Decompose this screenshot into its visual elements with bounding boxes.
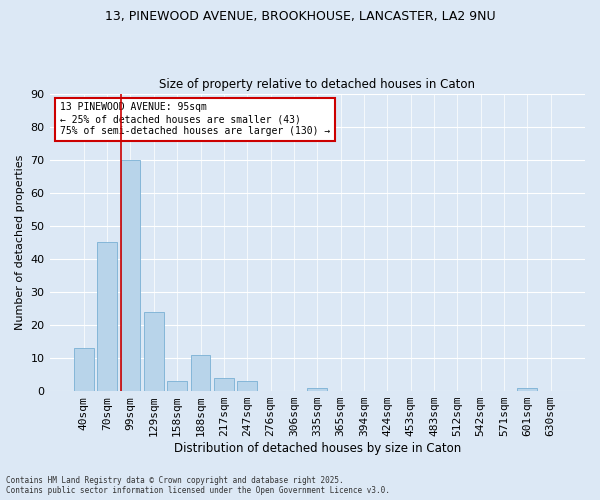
Bar (307, 388, 327, 391)
Bar (517, 388, 538, 391)
Bar (121, 160, 140, 391)
Text: 13 PINEWOOD AVENUE: 95sqm
← 25% of detached houses are smaller (43)
75% of semi-: 13 PINEWOOD AVENUE: 95sqm ← 25% of detac… (60, 102, 331, 136)
Bar (97, 242, 117, 391)
Bar (144, 312, 164, 391)
Bar (191, 354, 211, 391)
Title: Size of property relative to detached houses in Caton: Size of property relative to detached ho… (159, 78, 475, 91)
Bar (214, 378, 234, 391)
Text: 13, PINEWOOD AVENUE, BROOKHOUSE, LANCASTER, LA2 9NU: 13, PINEWOOD AVENUE, BROOKHOUSE, LANCAST… (104, 10, 496, 23)
Y-axis label: Number of detached properties: Number of detached properties (15, 154, 25, 330)
Bar (167, 381, 187, 391)
Text: Contains HM Land Registry data © Crown copyright and database right 2025.
Contai: Contains HM Land Registry data © Crown c… (6, 476, 390, 495)
Bar (74, 348, 94, 391)
Bar (238, 381, 257, 391)
X-axis label: Distribution of detached houses by size in Caton: Distribution of detached houses by size … (173, 442, 461, 455)
